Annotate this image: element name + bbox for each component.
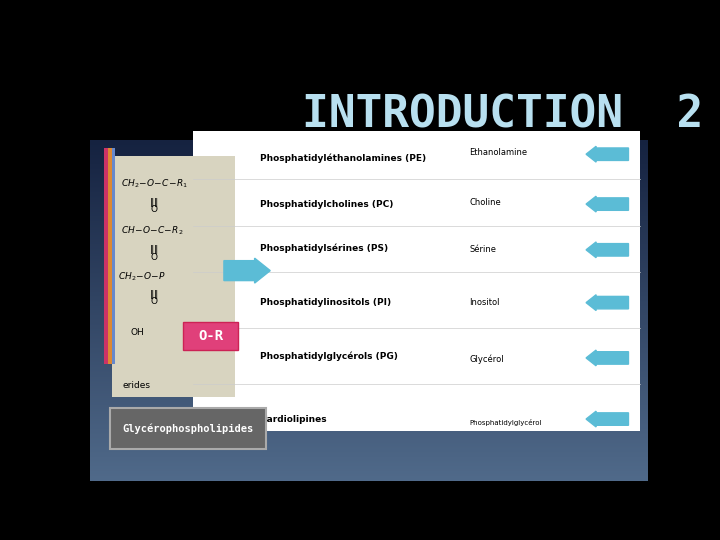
FancyArrow shape (586, 242, 629, 258)
Text: Cardiolipines: Cardiolipines (260, 415, 327, 423)
Bar (112, 148, 115, 364)
FancyArrow shape (586, 146, 629, 162)
Text: Phosphatidylinositols (PI): Phosphatidylinositols (PI) (260, 298, 391, 307)
Text: Choline: Choline (469, 198, 501, 207)
Bar (104, 148, 109, 364)
Bar (109, 148, 112, 364)
FancyBboxPatch shape (109, 408, 266, 449)
Text: $\|\|$: $\|\|$ (148, 244, 158, 256)
Text: Phosphatidylcholines (PC): Phosphatidylcholines (PC) (260, 200, 394, 208)
FancyArrow shape (586, 350, 629, 366)
Text: $CH\!-\!O\!-\!C\!-\!R_2$: $CH\!-\!O\!-\!C\!-\!R_2$ (121, 225, 183, 238)
Text: O-R: O-R (198, 329, 223, 343)
Text: Ethanolamine: Ethanolamine (469, 147, 528, 157)
Text: O: O (150, 253, 157, 262)
Text: Phosphatidyléthanolamines (PE): Phosphatidyléthanolamines (PE) (260, 153, 426, 163)
Text: O: O (150, 298, 157, 306)
FancyArrow shape (586, 411, 629, 427)
FancyArrow shape (586, 295, 629, 310)
Text: INTRODUCTION  2: INTRODUCTION 2 (302, 94, 703, 137)
Text: Phosphatidylglycérols (PG): Phosphatidylglycérols (PG) (260, 352, 398, 361)
FancyArrow shape (224, 258, 270, 283)
Text: O: O (150, 205, 157, 214)
Bar (90, 65, 648, 140)
Text: Sérine: Sérine (469, 245, 497, 254)
Text: OH: OH (130, 328, 144, 338)
Text: Phosphatidylglycérol: Phosphatidylglycérol (469, 419, 542, 426)
Text: $CH_2\!-\!O\!-\!P$: $CH_2\!-\!O\!-\!P$ (118, 271, 166, 283)
Text: erides: erides (122, 381, 150, 390)
Text: Glycérophospholipides: Glycérophospholipides (122, 423, 253, 434)
Text: $\|\|$: $\|\|$ (148, 195, 158, 208)
FancyArrow shape (586, 196, 629, 212)
Bar (193, 131, 639, 431)
Bar (112, 156, 235, 397)
Text: $CH_2\!-\!O\!-\!C\!-\!R_1$: $CH_2\!-\!O\!-\!C\!-\!R_1$ (121, 177, 187, 190)
Text: $\|\|$: $\|\|$ (148, 288, 158, 301)
FancyBboxPatch shape (183, 322, 238, 350)
Text: Phosphatidylsérines (PS): Phosphatidylsérines (PS) (260, 244, 388, 253)
Text: Inositol: Inositol (469, 298, 500, 307)
Text: Glycérol: Glycérol (469, 354, 504, 364)
